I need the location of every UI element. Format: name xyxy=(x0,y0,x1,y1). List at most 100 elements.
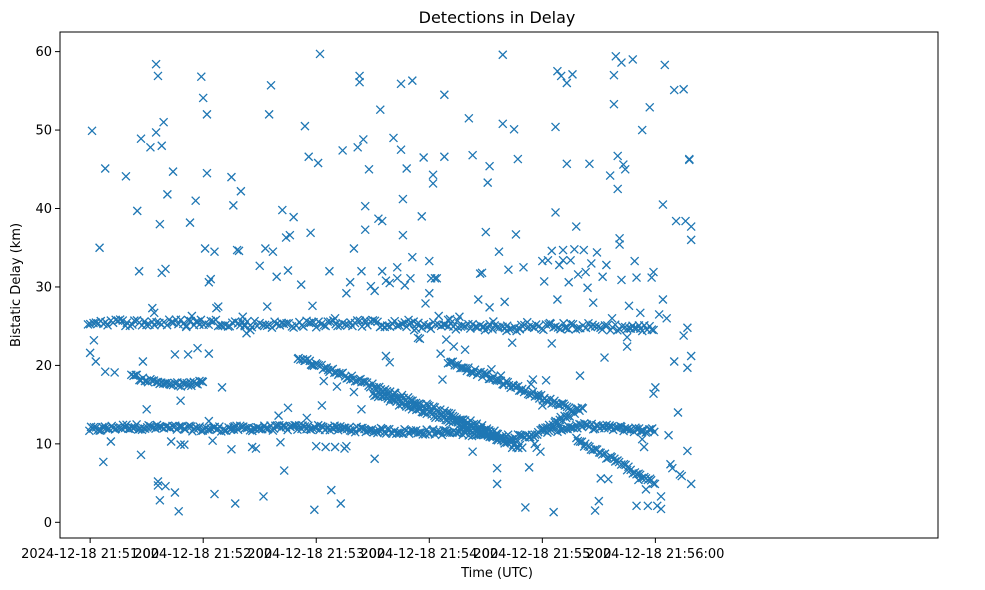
detection-point xyxy=(564,277,574,287)
detection-point xyxy=(279,466,289,475)
detection-point xyxy=(355,77,365,87)
detection-point xyxy=(649,389,658,399)
detection-point xyxy=(413,333,423,343)
x-axis-label: Time (UTC) xyxy=(460,566,533,581)
detection-point xyxy=(558,255,568,265)
detection-point xyxy=(264,109,274,119)
detection-point xyxy=(360,225,370,235)
detection-point xyxy=(507,324,517,333)
detection-point xyxy=(630,256,640,266)
detection-point xyxy=(549,507,559,517)
detection-point xyxy=(272,272,282,282)
detection-point xyxy=(639,442,649,452)
detection-point xyxy=(306,318,316,328)
detection-point xyxy=(405,273,415,283)
plot-frame xyxy=(59,31,939,539)
detection-point xyxy=(274,411,284,421)
detection-point xyxy=(473,295,483,304)
detection-point xyxy=(196,72,206,82)
detection-point xyxy=(151,59,161,69)
detection-point xyxy=(597,325,607,335)
detection-point xyxy=(378,391,388,401)
detection-point xyxy=(275,437,285,447)
detection-point xyxy=(389,133,398,143)
detection-point xyxy=(202,168,212,178)
detection-point xyxy=(319,376,329,386)
detection-point xyxy=(528,375,538,384)
detection-point xyxy=(439,152,449,162)
detection-point xyxy=(543,255,553,265)
detection-point xyxy=(581,267,591,277)
detection-point xyxy=(485,319,495,329)
detection-point xyxy=(644,424,654,434)
detection-point xyxy=(622,324,632,334)
detection-point xyxy=(464,113,474,123)
detection-point xyxy=(254,424,264,434)
detection-point xyxy=(132,370,142,380)
detection-point xyxy=(490,320,500,330)
detection-point xyxy=(588,298,598,308)
detection-point xyxy=(176,440,186,450)
detection-point xyxy=(341,288,351,298)
detection-point xyxy=(568,69,577,79)
detection-point xyxy=(129,371,138,381)
detection-point xyxy=(464,424,474,434)
detection-point xyxy=(341,441,351,451)
detection-point xyxy=(226,444,236,454)
detection-point xyxy=(118,316,128,326)
detection-point xyxy=(430,273,440,283)
detection-point xyxy=(660,60,670,70)
detection-point xyxy=(579,245,589,255)
detection-point xyxy=(358,135,368,144)
detection-point xyxy=(578,404,588,413)
detection-point xyxy=(643,475,653,485)
detection-point xyxy=(507,338,517,348)
detection-point xyxy=(308,423,318,433)
detection-point xyxy=(424,288,434,298)
detection-point xyxy=(551,122,560,132)
y-axis: 0 10 20 30 40 50 60 xyxy=(35,45,60,531)
detection-point xyxy=(153,480,163,490)
detection-point xyxy=(424,256,434,266)
detection-point xyxy=(649,427,659,437)
detection-point xyxy=(95,243,105,253)
detection-point xyxy=(632,469,641,479)
detection-point xyxy=(370,286,380,296)
detection-point xyxy=(441,335,451,344)
detection-point xyxy=(147,303,157,313)
detection-point xyxy=(214,422,224,432)
detection-point xyxy=(193,343,203,353)
detection-point xyxy=(186,377,195,387)
detection-point xyxy=(191,317,201,327)
detection-point xyxy=(285,230,295,240)
detection-point xyxy=(381,351,391,361)
detection-point xyxy=(166,437,176,446)
detection-point xyxy=(230,499,240,508)
detection-point xyxy=(136,134,146,144)
detection-point xyxy=(185,218,195,228)
detection-point xyxy=(157,141,167,151)
detection-point xyxy=(129,316,139,326)
detection-point xyxy=(174,422,184,431)
detection-point xyxy=(206,274,216,284)
detection-point xyxy=(202,109,212,119)
detection-point xyxy=(110,368,120,377)
detection-point xyxy=(170,349,180,359)
detection-point xyxy=(450,360,460,370)
detection-point xyxy=(635,308,645,318)
detection-point xyxy=(407,76,417,86)
detection-point xyxy=(385,357,395,367)
detection-point xyxy=(91,357,101,366)
detection-point xyxy=(364,425,374,435)
detection-point xyxy=(539,277,549,286)
detection-point xyxy=(682,446,692,456)
detection-point xyxy=(524,462,534,472)
detection-point xyxy=(299,322,308,332)
detection-point xyxy=(596,473,606,483)
detection-point xyxy=(179,440,189,450)
detection-point xyxy=(397,319,407,329)
detection-point xyxy=(562,78,572,88)
detection-point xyxy=(161,264,170,274)
